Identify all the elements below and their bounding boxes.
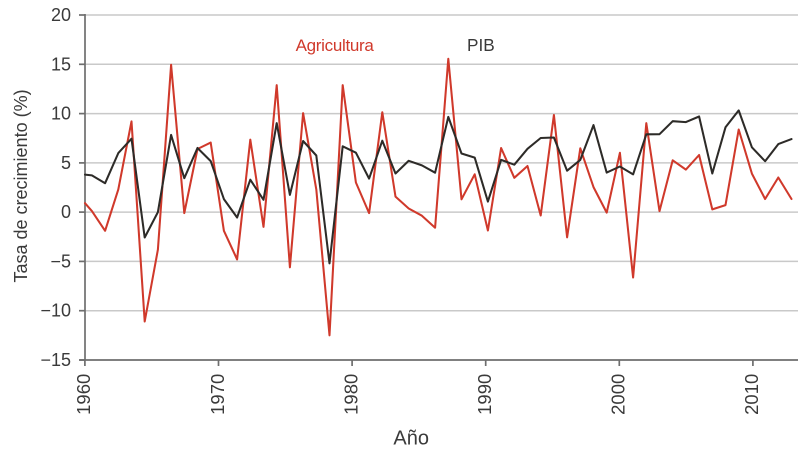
svg-text:1960: 1960 (73, 374, 94, 415)
svg-text:2010: 2010 (741, 374, 762, 415)
svg-text:1970: 1970 (207, 374, 228, 415)
svg-text:PIB: PIB (467, 35, 495, 55)
svg-text:Agricultura: Agricultura (296, 36, 375, 55)
svg-text:Año: Año (393, 428, 429, 450)
svg-text:−15: −15 (40, 350, 71, 370)
svg-text:1990: 1990 (474, 374, 495, 415)
svg-text:0: 0 (61, 202, 71, 222)
svg-text:5: 5 (61, 153, 71, 173)
svg-text:15: 15 (51, 54, 71, 74)
svg-text:10: 10 (51, 104, 71, 124)
svg-text:20: 20 (51, 5, 71, 25)
svg-text:2000: 2000 (608, 374, 629, 415)
svg-text:1980: 1980 (340, 374, 361, 415)
svg-text:−10: −10 (40, 301, 71, 321)
svg-text:−5: −5 (50, 251, 71, 271)
svg-text:Tasa de crecimiento (%): Tasa de crecimiento (%) (11, 89, 31, 282)
